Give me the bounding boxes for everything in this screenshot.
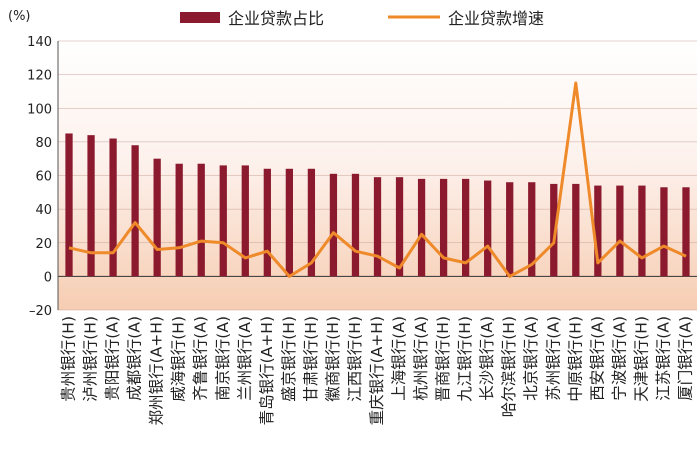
y-tick-label: 120 [27, 69, 52, 84]
x-tick-label: 贵阳银行(A) [104, 316, 122, 401]
x-tick-label: 江苏银行(A) [654, 316, 672, 401]
x-tick-label: 上海银行(A) [390, 316, 408, 401]
x-tick-label: 兰州银行(A) [236, 316, 254, 401]
x-tick-label: 威海银行(H) [170, 316, 188, 402]
y-tick-label: 60 [35, 170, 52, 185]
bar [660, 187, 668, 277]
x-tick-label: 宁波银行(A) [610, 316, 628, 401]
x-tick-label: 贵州银行(H) [60, 316, 78, 402]
y-tick-label: –20 [29, 304, 52, 319]
y-tick-label: 140 [27, 35, 52, 50]
bar [329, 173, 338, 277]
bar [484, 180, 492, 277]
bar [373, 177, 382, 277]
y-axis-label: (%) [8, 9, 31, 24]
legend-bar-label: 企业贷款占比 [228, 9, 324, 28]
legend-line-label: 企业贷款增速 [448, 9, 544, 28]
x-tick-label: 天津银行(H) [632, 316, 650, 402]
bar [395, 177, 404, 277]
x-tick-label: 九江银行(H) [456, 316, 474, 402]
y-tick-label: 40 [35, 203, 52, 218]
y-tick-label: 100 [27, 102, 52, 117]
bar [131, 145, 139, 277]
bar [462, 178, 470, 277]
x-tick-label: 哈尔滨银行(H) [500, 316, 518, 417]
x-tick-label: 中原银行(H) [566, 316, 584, 402]
bar [528, 182, 536, 277]
x-tick-label: 晋商银行(H) [434, 316, 452, 402]
bar [285, 168, 293, 277]
bar [241, 165, 249, 277]
x-tick-label: 长沙银行(A) [478, 316, 496, 401]
y-tick-label: 0 [44, 270, 52, 285]
bar [550, 183, 558, 277]
x-tick-label: 徽商银行(H) [324, 316, 342, 402]
line-series [68, 81, 687, 278]
bar [263, 168, 271, 277]
bar [682, 187, 690, 277]
growth-line [68, 81, 687, 278]
bar [87, 135, 95, 277]
bar [439, 178, 448, 277]
x-tick-label: 齐鲁银行(A) [192, 316, 210, 401]
y-tick-label: 20 [35, 237, 52, 252]
x-tick-label: 北京银行(A) [522, 316, 540, 401]
x-tick-label: 西安银行(A) [588, 316, 606, 401]
x-tick-label: 江西银行(H) [346, 316, 364, 402]
bar [638, 185, 646, 277]
bar-series [65, 133, 690, 277]
bar [65, 133, 73, 277]
bar [109, 138, 117, 277]
y-tick-label: 80 [35, 136, 52, 151]
x-tick-label: 杭州银行(A) [412, 316, 430, 401]
legend: 企业贷款占比 企业贷款增速 [180, 9, 544, 28]
x-tick-label: 南京银行(A) [214, 316, 232, 401]
bar [197, 163, 205, 277]
x-tick-label: 厦门银行(A) [677, 316, 695, 401]
x-tick-label: 重庆银行(A+H) [368, 316, 386, 425]
x-tick-label: 青岛银行(A+H) [258, 316, 276, 425]
x-tick-label: 成都银行(A) [126, 316, 144, 401]
x-tick-label: 苏州银行(A) [544, 316, 562, 401]
bar [506, 182, 514, 277]
bar [616, 185, 624, 277]
bar [572, 183, 580, 277]
bar [153, 158, 161, 277]
bar [219, 165, 227, 277]
x-tick-label: 泸州银行(H) [82, 316, 100, 402]
x-tick-label: 甘肃银行(H) [302, 316, 320, 402]
bar [594, 185, 602, 277]
y-axis-label-group: (%) [8, 9, 31, 24]
x-tick-label: 郑州银行(A+H) [148, 316, 166, 425]
bar [351, 173, 360, 277]
bar [417, 178, 426, 277]
x-tick-label: 盛京银行(H) [280, 316, 298, 402]
legend-bar-swatch [180, 12, 220, 23]
y-axis-ticks: –20 0 20 40 60 80 100 120 140 [27, 35, 52, 319]
bar [175, 163, 183, 277]
bar [307, 168, 316, 277]
x-axis-labels: 贵州银行(H) 泸州银行(H) 贵阳银行(A) 成都银行(A) 郑州银行(A+H) 威海银… [60, 316, 695, 425]
